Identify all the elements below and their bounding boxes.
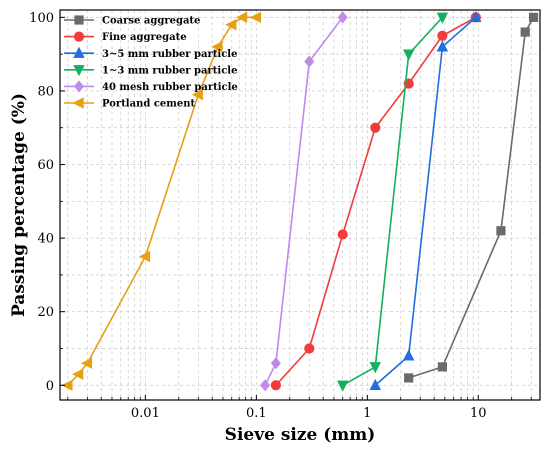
legend-swatch-marker: [73, 46, 85, 58]
data-point: [369, 362, 381, 374]
legend-label: Portland cement: [102, 99, 195, 110]
data-point: [225, 19, 237, 31]
legend-label: Coarse aggregate: [102, 16, 200, 27]
data-point: [436, 12, 449, 24]
legend-swatch-marker: [72, 97, 84, 109]
data-point: [470, 10, 482, 23]
legend-entry: 1~3 mm rubber particle: [64, 65, 237, 76]
data-point: [437, 362, 447, 372]
data-point: [304, 343, 315, 354]
legend-swatch-marker: [73, 31, 85, 42]
data-point: [337, 229, 348, 240]
legend-swatch-marker: [74, 80, 84, 93]
legend-entry: Portland cement: [64, 97, 195, 110]
series-line: [264, 16, 344, 386]
data-point: [236, 11, 248, 24]
series-0: [404, 12, 539, 383]
y-tick-label: 60: [37, 158, 54, 173]
legend-entry: 40 mesh rubber particle: [64, 80, 238, 93]
legend: Coarse aggregate Fine aggregate 3~5 mm rub…: [64, 15, 238, 110]
y-tick-label: 0: [46, 379, 54, 394]
legend-entry: Fine aggregate: [64, 31, 187, 43]
data-point: [528, 12, 539, 22]
data-point: [403, 349, 415, 361]
data-point: [403, 49, 415, 61]
data-point: [270, 357, 281, 370]
data-point: [437, 30, 448, 41]
x-tick-label: 10: [470, 406, 487, 421]
data-point: [304, 55, 315, 68]
y-tick-label: 40: [37, 232, 54, 247]
y-tick-label: 20: [37, 305, 54, 320]
data-point: [138, 250, 151, 263]
series-line: [342, 16, 443, 386]
data-point: [496, 226, 506, 236]
data-point: [61, 379, 73, 391]
data-point: [520, 27, 530, 37]
data-point: [270, 380, 281, 391]
data-point: [80, 357, 93, 369]
data-point: [72, 368, 84, 380]
data-point: [249, 11, 262, 24]
data-point: [211, 41, 223, 53]
x-axis-title: Sieve size (mm): [225, 425, 376, 445]
x-tick-label: 1: [363, 406, 371, 421]
y-tick-label: 80: [37, 84, 54, 99]
data-point: [337, 11, 348, 24]
legend-label: 3~5 mm rubber particle: [102, 49, 237, 60]
legend-label: 40 mesh rubber particle: [102, 82, 238, 93]
legend-swatch-marker: [73, 65, 85, 77]
series-2: [369, 10, 482, 390]
y-tick-label: 100: [29, 11, 54, 26]
legend-swatch-marker: [74, 15, 84, 25]
series-layer: [61, 10, 539, 392]
data-point: [404, 373, 414, 383]
y-axis-title: Passing percentage (%): [9, 93, 29, 317]
data-point: [337, 380, 349, 392]
data-point: [369, 378, 381, 390]
legend-entry: 3~5 mm rubber particle: [64, 46, 237, 60]
series-line: [374, 16, 477, 386]
data-point: [370, 122, 381, 133]
legend-label: Fine aggregate: [102, 32, 187, 43]
data-point: [260, 379, 271, 392]
data-point: [436, 40, 449, 52]
legend-entry: Coarse aggregate: [64, 15, 200, 27]
plot-frame: [59, 9, 541, 401]
series-4: [260, 11, 348, 392]
legend-label: 1~3 mm rubber particle: [102, 65, 237, 76]
grid: [60, 10, 540, 400]
data-point: [191, 88, 204, 101]
series-line: [408, 16, 535, 379]
series-3: [337, 12, 449, 392]
x-tick-label: 0.01: [131, 406, 160, 421]
x-tick-label: 0.1: [246, 406, 267, 421]
series-5: [61, 11, 262, 391]
